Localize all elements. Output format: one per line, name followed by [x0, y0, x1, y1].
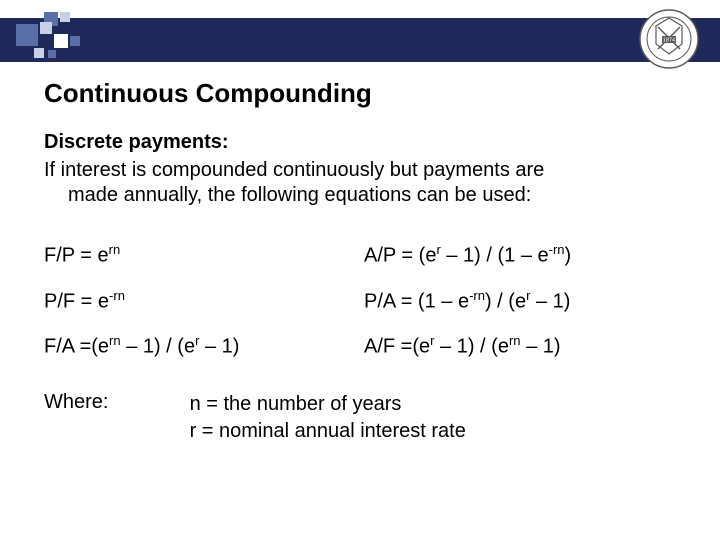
desc-line-1: If interest is compounded continuously b…: [44, 159, 544, 181]
equations-table: F/P = ern A/P = (er – 1) / (1 – e-rn) P/…: [44, 232, 684, 369]
table-row: F/P = ern A/P = (er – 1) / (1 – e-rn): [44, 232, 684, 278]
eq-cell: F/P = ern: [44, 232, 364, 278]
slide-subtitle: Discrete payments:: [44, 131, 684, 154]
eq-cell: A/F =(er – 1) / (ern – 1): [364, 323, 684, 369]
eq-cell: P/A = (1 – e-rn) / (er – 1): [364, 278, 684, 324]
desc-line-2: made annually, the following equations c…: [44, 183, 684, 208]
eq-cell: F/A =(ern – 1) / (er – 1): [44, 323, 364, 369]
header-bar: [0, 18, 720, 62]
slide-content: Continuous Compounding Discrete payments…: [44, 78, 684, 445]
logo-year: 1874: [663, 38, 675, 44]
where-def: r = nominal annual interest rate: [190, 420, 466, 442]
table-row: F/A =(ern – 1) / (er – 1) A/F =(er – 1) …: [44, 323, 684, 369]
slide-description: If interest is compounded continuously b…: [44, 158, 684, 208]
eq-cell: P/F = e-rn: [44, 278, 364, 324]
eq-cell: A/P = (er – 1) / (1 – e-rn): [364, 232, 684, 278]
where-section: Where: n = the number of years r = nomin…: [44, 391, 684, 445]
table-row: P/F = e-rn P/A = (1 – e-rn) / (er – 1): [44, 278, 684, 324]
where-definitions: n = the number of years r = nominal annu…: [190, 391, 466, 445]
where-label: Where:: [44, 391, 184, 414]
where-def: n = the number of years: [190, 393, 402, 415]
slide-title: Continuous Compounding: [44, 78, 684, 109]
logo-seal: 1874: [638, 8, 700, 70]
